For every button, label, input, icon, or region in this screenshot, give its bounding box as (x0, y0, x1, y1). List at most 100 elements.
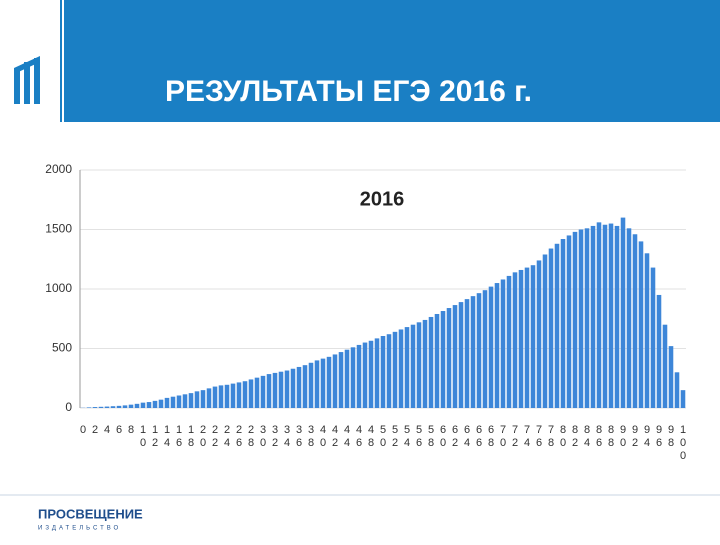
bar (663, 325, 668, 408)
x-tick-label: 0 (77, 424, 89, 437)
bar (231, 384, 236, 408)
x-tick-label: 60 (437, 424, 449, 450)
bar (327, 357, 332, 408)
bar (573, 232, 578, 408)
bar (195, 391, 200, 408)
bar (237, 382, 242, 408)
bar (645, 253, 650, 408)
bar (567, 235, 572, 408)
bar (519, 270, 524, 408)
x-tick-label: 30 (257, 424, 269, 450)
bar (297, 367, 302, 408)
bar (453, 305, 458, 408)
bar (111, 406, 116, 408)
bar (435, 314, 440, 408)
bar (213, 387, 218, 408)
bar (93, 407, 98, 408)
bar (165, 398, 170, 408)
x-tick-label: 28 (245, 424, 257, 450)
bar (399, 329, 404, 408)
x-tick-label: 88 (605, 424, 617, 450)
x-tick-label: 42 (329, 424, 341, 450)
x-tick-label: 38 (305, 424, 317, 450)
x-tick-label: 14 (161, 424, 173, 450)
bar (309, 363, 314, 408)
bar (333, 354, 338, 408)
bar (681, 390, 686, 408)
x-tick-label: 98 (665, 424, 677, 450)
bar (609, 224, 614, 408)
bar (369, 341, 374, 408)
bar (255, 378, 260, 408)
bar (627, 228, 632, 408)
x-tick-label: 40 (317, 424, 329, 450)
bar (171, 397, 176, 408)
bar (153, 401, 158, 408)
x-tick-label: 80 (557, 424, 569, 450)
x-tick-label: 90 (617, 424, 629, 450)
bar (507, 276, 512, 408)
x-tick-label: 24 (221, 424, 233, 450)
bar (249, 379, 254, 408)
bar (267, 374, 272, 408)
bar (285, 371, 290, 408)
x-tick-label: 34 (281, 424, 293, 450)
bar (183, 394, 188, 408)
y-tick-label: 1000 (45, 281, 72, 295)
x-tick-label: 36 (293, 424, 305, 450)
bar (129, 405, 134, 408)
bar (159, 400, 164, 408)
x-tick-label: 12 (149, 424, 161, 450)
bar (639, 241, 644, 408)
x-tick-label: 4 (101, 424, 113, 437)
bar (141, 403, 146, 408)
footer-sub: ИЗДАТЕЛЬСТВО (38, 526, 121, 532)
bar (381, 336, 386, 408)
bar (339, 352, 344, 408)
bar (357, 345, 362, 408)
bar (477, 293, 482, 408)
bar (363, 343, 368, 408)
bar (321, 359, 326, 408)
bar (651, 268, 656, 408)
bar (201, 390, 206, 408)
bar (243, 381, 248, 408)
y-tick-label: 2000 (45, 162, 72, 176)
x-tick-label: 78 (545, 424, 557, 450)
bar (543, 254, 548, 408)
x-tick-label: 2 (89, 424, 101, 437)
x-tick-label: 74 (521, 424, 533, 450)
x-tick-label: 54 (401, 424, 413, 450)
x-tick-label: 94 (641, 424, 653, 450)
bar (87, 407, 92, 408)
x-tick-label: 46 (353, 424, 365, 450)
bar (375, 338, 380, 408)
bar (483, 290, 488, 408)
bar (579, 230, 584, 409)
x-tick-label: 66 (473, 424, 485, 450)
chart-title: 2016 (360, 188, 405, 210)
bar (135, 404, 140, 408)
footer-brand: ПРОСВЕЩЕНИЕ (38, 506, 143, 521)
x-tick-label: 18 (185, 424, 197, 450)
x-tick-label: 84 (581, 424, 593, 450)
bar (315, 360, 320, 408)
bar (303, 365, 308, 408)
x-tick-label: 44 (341, 424, 353, 450)
x-tick-label: 32 (269, 424, 281, 450)
bar (591, 226, 596, 408)
x-tick-label: 50 (377, 424, 389, 450)
y-tick-label: 0 (65, 400, 72, 414)
bar (633, 234, 638, 408)
bar (549, 249, 554, 408)
bar (465, 299, 470, 408)
bar (561, 239, 566, 408)
x-tick-label: 6 (113, 424, 125, 437)
x-tick-label: 58 (425, 424, 437, 450)
x-tick-label: 96 (653, 424, 665, 450)
x-tick-label: 10 (137, 424, 149, 450)
bar (495, 283, 500, 408)
bar (675, 372, 680, 408)
x-tick-label: 62 (449, 424, 461, 450)
